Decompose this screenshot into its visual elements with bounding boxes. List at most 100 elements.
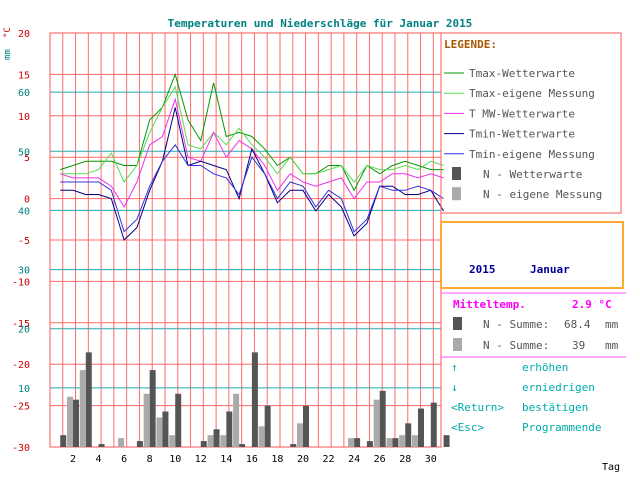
x-tick-label: 24 <box>348 454 360 465</box>
precip-bar <box>412 435 418 447</box>
precip-sum-1-swatch <box>453 317 462 330</box>
precip-bar <box>207 435 214 447</box>
legend-items: Tmax-Wetterwarte Tmax-eigene Messung T MW-… <box>444 67 602 201</box>
legend-panel <box>440 32 622 214</box>
precip-sum-2-label: N - Summe: <box>483 339 549 352</box>
precip-bar <box>264 405 271 447</box>
legend-label: T MW-Wetterwarte <box>469 107 575 120</box>
precip-sum-1-label: N - Summe: <box>483 318 549 331</box>
precip-bar <box>251 352 258 447</box>
legend-label: N - Wetterwarte <box>483 168 582 181</box>
x-tick-label: 26 <box>374 454 386 465</box>
temp-tick-label: -15 <box>12 319 30 330</box>
precip-bar <box>386 438 393 447</box>
key-esc-action[interactable]: Programmende <box>522 421 602 434</box>
precipitation-bars <box>60 352 450 447</box>
temp-tick-label: -25 <box>12 402 30 413</box>
key-return-label: <Return> <box>451 401 504 414</box>
temp-tick-label: -30 <box>12 443 30 454</box>
key-return-action[interactable]: bestätigen <box>522 401 589 414</box>
precip-unit-label: mm <box>3 49 13 60</box>
x-tick-label: 28 <box>399 454 411 465</box>
precip-bar <box>136 441 143 447</box>
temp-tick-label: 20 <box>18 29 30 40</box>
legend-heading: LEGENDE: <box>444 38 497 51</box>
temp-series-line <box>60 143 444 233</box>
precip-sum-1-value: 68.4 <box>564 318 591 331</box>
precip-bar <box>348 438 355 447</box>
precip-sum-2-swatch <box>453 338 462 351</box>
legend-swatch <box>452 187 461 201</box>
temp-tick-label: 15 <box>18 70 30 81</box>
x-tick-label: 10 <box>169 454 181 465</box>
x-tick-label: 30 <box>425 454 437 465</box>
precip-bar <box>399 435 406 447</box>
legend-label: N - eigene Messung <box>483 188 602 201</box>
x-tick-label: 20 <box>297 454 309 465</box>
x-axis-label: Tag <box>602 462 620 473</box>
precip-bar <box>379 390 386 447</box>
precip-bar <box>73 399 79 447</box>
precip-tick-label: 40 <box>18 206 30 217</box>
precip-bar <box>220 435 227 447</box>
x-tick-label: 16 <box>246 454 258 465</box>
x-tick-label: 8 <box>147 454 153 465</box>
precip-sum-1-unit: mm <box>605 318 619 331</box>
key-up-action[interactable]: erhöhen <box>522 361 569 374</box>
precip-bar <box>373 399 380 447</box>
precip-bar <box>430 402 437 447</box>
temp-tick-label: -5 <box>18 236 30 247</box>
precip-bar <box>98 444 105 447</box>
x-tick-label: 22 <box>323 454 335 465</box>
temp-tick-label: -20 <box>12 360 30 371</box>
precip-tick-label: 20 <box>18 325 30 336</box>
temperature-lines <box>60 72 445 241</box>
temp-tick-label: 5 <box>24 153 30 164</box>
precip-bar <box>85 352 92 447</box>
x-tick-label: 6 <box>121 454 127 465</box>
precip-bar <box>60 435 67 447</box>
legend-swatch <box>452 167 461 180</box>
key-down-action[interactable]: erniedrigen <box>522 381 595 394</box>
precip-bar <box>213 429 220 447</box>
precip-bar <box>79 370 86 447</box>
temp-unit-label: °C <box>3 27 13 38</box>
temp-series-line <box>60 72 444 192</box>
precip-tick-label: 10 <box>18 384 30 395</box>
precip-bar <box>405 423 412 447</box>
precip-bar <box>156 417 163 447</box>
x-tick-label: 12 <box>195 454 207 465</box>
period-month: Januar <box>530 263 570 276</box>
legend-label: Tmax-eigene Messung <box>469 87 595 100</box>
legend-label: Tmax-Wetterwarte <box>469 67 575 80</box>
mean-temp-label: Mitteltemp. <box>453 298 526 311</box>
x-tick-label: 2 <box>70 454 76 465</box>
legend-label: Tmin-Wetterwarte <box>469 128 575 141</box>
key-down-label: ↓ <box>451 381 458 394</box>
x-tick-label: 14 <box>220 454 232 465</box>
precip-bar <box>118 438 125 447</box>
precip-tick-label: 30 <box>18 266 30 277</box>
key-esc-label: <Esc> <box>451 421 485 434</box>
precip-bar <box>149 370 156 447</box>
mean-temp-value: 2.9 °C <box>572 298 612 311</box>
precip-bar <box>175 393 182 447</box>
precip-bar <box>418 408 424 447</box>
period-panel <box>440 221 624 289</box>
precip-bar <box>67 396 73 447</box>
temp-tick-label: 10 <box>18 112 30 123</box>
key-up-label: ↑ <box>451 361 458 374</box>
precip-bar <box>258 426 265 447</box>
chart-title: Temperaturen und Niederschläge für Janua… <box>168 17 473 30</box>
precip-bar <box>169 435 176 447</box>
temp-tick-label: 0 <box>24 195 30 206</box>
precip-bar <box>233 393 240 447</box>
precip-bar <box>226 411 233 447</box>
precip-bar <box>162 411 169 447</box>
x-tick-label: 18 <box>271 454 283 465</box>
period-year: 2015 <box>469 263 496 276</box>
precip-bar <box>443 435 450 447</box>
precip-bar <box>366 441 373 447</box>
